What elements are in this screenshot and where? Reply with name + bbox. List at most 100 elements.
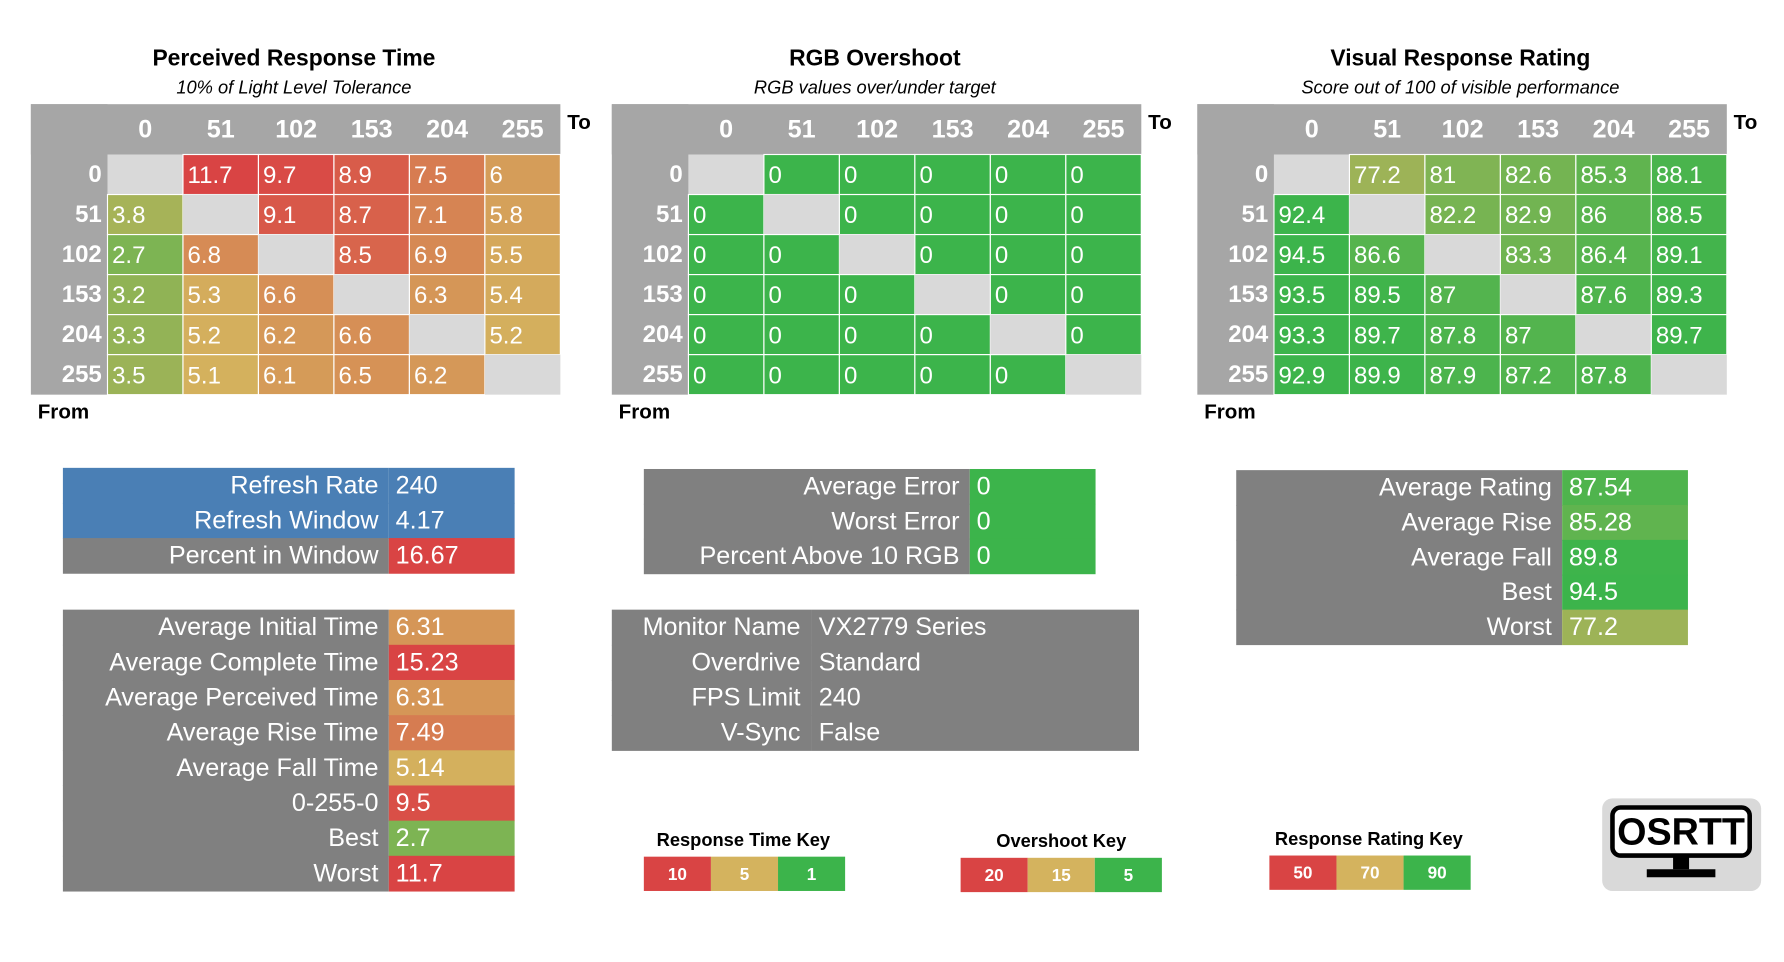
cell-value: 0 [844,202,857,229]
stat-label-background [62,609,389,646]
row-header: 0 [1255,161,1268,188]
stat-label: Average Rating [1379,474,1552,502]
stat-value-background [388,679,515,716]
cell-value: 3.5 [112,362,145,389]
column-header: 153 [351,115,393,143]
stat-label-background [611,644,812,681]
heatmap-cell [182,314,260,356]
cell-value: 8.9 [339,162,372,189]
stat-value-background [388,467,515,504]
cell-value: 87 [1429,282,1456,309]
heatmap-cell [1499,153,1577,196]
row-header: 204 [1228,321,1269,348]
cell-value: 8.5 [339,242,372,269]
heatmap-cell [1499,314,1577,356]
cell-value: 6.6 [263,282,296,309]
heatmap-cell [1499,354,1577,396]
cell-value: 92.9 [1279,362,1326,389]
heatmap-cell [838,193,916,236]
row-header: 153 [643,281,683,308]
stat-value: 7.49 [396,719,445,747]
stat-value-background [811,679,1140,716]
stat-label: Average Rise Time [167,719,379,747]
logo-text: OSRTT [1617,811,1745,853]
heatmap-cell [687,314,765,356]
cell-value: 88.5 [1656,202,1703,229]
cell-value: 3.8 [112,202,145,229]
row-header: 255 [62,361,102,388]
diagonal-cell [1065,354,1142,395]
column-header: 204 [1593,115,1635,143]
heatmap-cell [914,153,991,196]
diagonal-cell [1651,354,1727,395]
heatmap-cell [182,233,260,276]
stat-value-background [1562,539,1688,576]
key-value: 5 [1124,865,1134,885]
heatmap-cell [484,274,561,316]
heatmap-subtitle: RGB values over/under target [754,77,997,98]
heatmap-cell [1650,233,1728,276]
cell-value: 0 [1070,162,1083,189]
row-header: 51 [1242,201,1269,228]
diagonal-cell [409,314,485,355]
cell-value: 7.5 [414,162,447,189]
cell-value: 6.2 [263,322,296,349]
stat-value: 0 [977,507,991,535]
row-header: 153 [1228,281,1268,308]
stat-value: 6.31 [396,684,445,712]
heatmap-cell [1650,193,1728,236]
stat-label: Average Rise [1401,508,1551,536]
heatmap-cell [1424,153,1501,196]
cell-value: 94.5 [1279,242,1326,269]
stat-label-background [62,679,389,716]
stat-value: 87.54 [1569,474,1632,502]
heatmap-cell [408,354,486,396]
cell-value: 0 [1070,282,1083,309]
stat-label: FPS Limit [692,684,801,712]
stat-label: Worst [313,859,378,887]
cell-value: 87.8 [1580,362,1627,389]
heatmap-cell [484,193,561,236]
cell-value: 5.3 [188,282,221,309]
cell-value: 3.3 [112,322,145,349]
stat-value: 2.7 [396,824,431,852]
key-swatch [1094,857,1162,893]
diagonal-cell [107,154,183,195]
key-value: 50 [1293,863,1312,883]
stat-label-background [62,538,389,574]
cell-value: 0 [693,282,706,309]
column-header: 255 [1668,115,1710,143]
column-header: 51 [207,115,235,143]
row-header: 204 [643,321,684,348]
column-header: 102 [275,115,317,143]
cell-value: 2.7 [112,242,145,269]
stat-value-background [388,820,515,857]
heatmap-cell [763,354,840,396]
cell-value: 0 [919,202,932,229]
heatmap-title: Visual Response Rating [1330,44,1590,70]
stat-label: Average Fall Time [176,754,378,782]
heatmap-cell [1499,193,1577,236]
heatmap-cell [687,193,765,236]
cell-value: 0 [995,362,1008,389]
stat-label-background [611,609,812,646]
stat-label: Average Error [803,472,959,500]
heatmap-cell [989,233,1067,276]
heatmap-subtitle: Score out of 100 of visible performance [1301,77,1619,98]
heatmap-cell [687,354,765,396]
heatmap-cell [408,153,486,196]
diagonal-cell [839,234,915,275]
column-header: 153 [932,115,974,143]
heatmap-cell [1575,193,1652,236]
cell-value: 5.5 [489,242,522,269]
stat-value: 77.2 [1569,613,1618,641]
heatmap-cell [838,314,916,356]
key-title: Response Time Key [657,829,831,850]
cell-value: 82.9 [1505,202,1552,229]
cell-value: 0 [768,282,781,309]
cell-value: 0 [844,282,857,309]
cell-value: 86.4 [1580,242,1627,269]
heatmap-cell [257,274,335,316]
logo-base [1646,869,1716,878]
